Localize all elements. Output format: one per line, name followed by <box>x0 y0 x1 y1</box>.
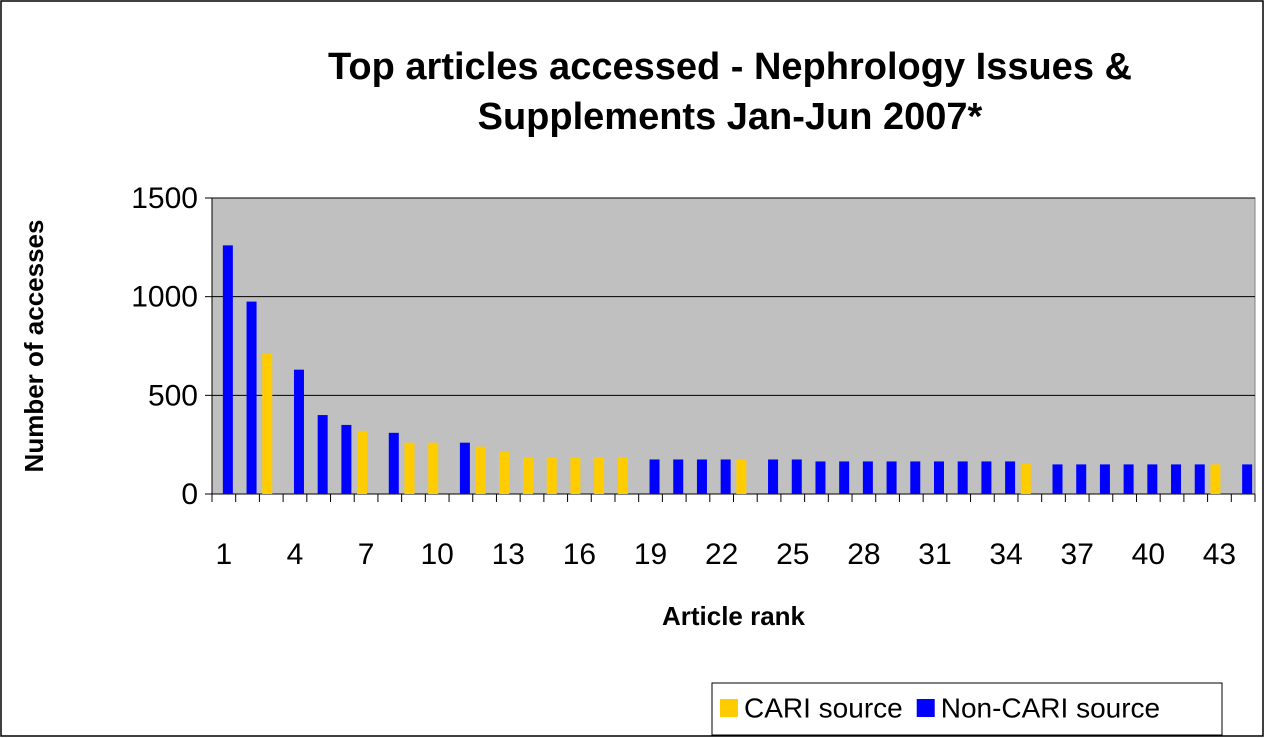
bar <box>839 461 850 494</box>
bar <box>1076 464 1087 494</box>
x-tick-label: 10 <box>421 538 454 571</box>
x-tick-label: 19 <box>634 538 667 571</box>
bar <box>428 442 439 494</box>
bar <box>791 459 802 494</box>
bar <box>475 446 486 494</box>
bar <box>862 461 873 494</box>
plot-area <box>211 197 1256 495</box>
bar <box>1005 461 1016 494</box>
bar <box>357 430 368 494</box>
bar <box>815 461 826 494</box>
x-tick-label: 16 <box>563 538 596 571</box>
bar <box>981 461 992 494</box>
bar <box>910 461 921 494</box>
x-tick-label: 1 <box>216 538 233 571</box>
bar <box>649 459 660 494</box>
bar <box>1052 464 1063 494</box>
bar <box>1194 464 1205 494</box>
bar <box>736 459 747 494</box>
bar <box>404 442 415 494</box>
legend-swatch <box>720 699 738 717</box>
x-tick-label: 37 <box>1061 538 1094 571</box>
bar <box>246 301 257 494</box>
x-tick-label: 4 <box>287 538 304 571</box>
bar <box>1171 464 1182 494</box>
bar <box>617 457 628 494</box>
x-tick-label: 25 <box>776 538 809 571</box>
legend-box <box>711 682 1223 736</box>
bar <box>459 442 470 494</box>
x-tick-label: 28 <box>847 538 880 571</box>
bar <box>570 457 581 494</box>
bar <box>673 459 684 494</box>
x-tick-label: 22 <box>705 538 738 571</box>
bar <box>1147 464 1158 494</box>
x-tick-label: 31 <box>918 538 951 571</box>
x-tick-label: 34 <box>989 538 1022 571</box>
x-tick-label: 7 <box>358 538 375 571</box>
bar <box>341 424 352 494</box>
legend-label: Non-CARI source <box>941 692 1160 723</box>
bar <box>523 457 534 494</box>
y-axis-title: Number of accesses <box>19 220 49 473</box>
bar <box>957 461 968 494</box>
bar <box>886 461 897 494</box>
bar <box>696 459 707 494</box>
bar <box>768 459 779 494</box>
bar <box>1210 464 1221 494</box>
legend-swatch <box>916 699 935 717</box>
bar <box>1020 463 1031 494</box>
bar <box>720 459 731 494</box>
bar <box>546 457 557 494</box>
chart-title: Top articles accessed - Nephrology Issue… <box>328 46 1132 138</box>
y-tick-label: 0 <box>181 478 198 511</box>
bar <box>1099 464 1110 494</box>
x-tick-label: 13 <box>492 538 525 571</box>
legend-label: CARI source <box>744 692 903 723</box>
bar <box>262 353 273 494</box>
bar <box>1123 464 1134 494</box>
bar <box>388 432 399 494</box>
bar <box>222 245 233 494</box>
bar <box>1242 464 1253 494</box>
bar <box>293 369 304 494</box>
y-tick-label: 1500 <box>131 182 198 215</box>
x-axis-title: Article rank <box>662 601 806 631</box>
bar <box>499 451 510 494</box>
y-tick-label: 500 <box>148 379 198 412</box>
x-tick-label: 40 <box>1132 538 1165 571</box>
bar <box>594 457 605 494</box>
x-tick-label: 43 <box>1203 538 1236 571</box>
y-tick-label: 1000 <box>131 281 198 314</box>
bar <box>317 415 328 494</box>
bar <box>933 461 944 494</box>
